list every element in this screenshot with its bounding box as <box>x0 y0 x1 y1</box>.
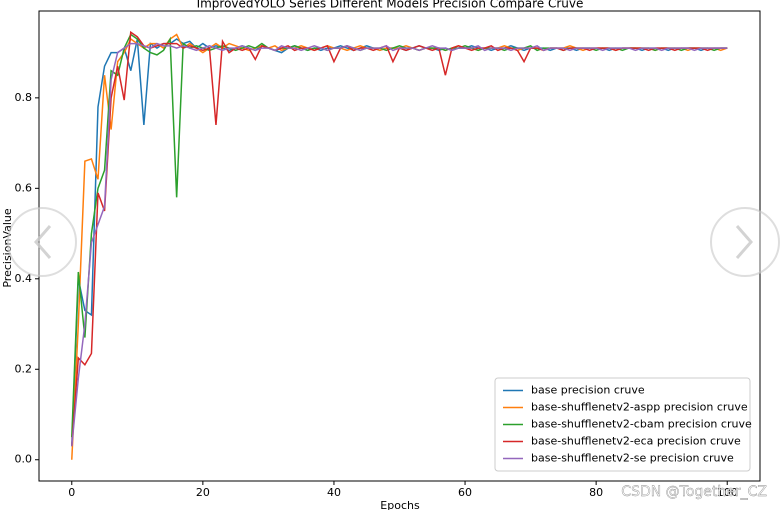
prev-arrow <box>34 225 52 259</box>
legend-label: base precision cruve <box>531 384 645 397</box>
next-button[interactable] <box>710 207 780 277</box>
carousel-prev[interactable] <box>7 207 77 277</box>
carousel-next[interactable] <box>710 207 780 277</box>
x-tick-label: 0 <box>68 486 75 499</box>
x-tick-label: 20 <box>196 486 210 499</box>
y-tick-label: 0.2 <box>15 362 33 375</box>
next-arrow <box>735 225 753 259</box>
plot-area: 0 20 40 60 80 100 0.0 0.2 0.4 0.6 0.8 base precisio… <box>15 10 761 499</box>
watermark: CSDN @Together_CZ <box>621 484 767 500</box>
x-tick-label: 80 <box>589 486 603 499</box>
x-axis-label: Epochs <box>380 499 420 510</box>
series-line <box>71 42 728 447</box>
y-tick-label: 0.4 <box>15 272 33 285</box>
legend-box <box>494 377 751 472</box>
legend-label: base-shufflenetv2-eca precision cruve <box>531 435 741 448</box>
legend-label: base-shufflenetv2-se precision cruve <box>531 452 734 465</box>
y-tick-label: 0.6 <box>15 181 33 194</box>
legend-label: base-shufflenetv2-aspp precision cruve <box>531 401 748 414</box>
x-tick-label: 60 <box>458 486 472 499</box>
series-line <box>71 33 728 438</box>
chart-title: ImprovedYOLO Series Different Models Pre… <box>197 0 584 11</box>
x-tick-label: 40 <box>327 486 341 499</box>
legend-label: base-shufflenetv2-cbam precision cruve <box>531 418 752 431</box>
x-tick-label: 100 <box>717 486 738 499</box>
y-tick-label: 0.0 <box>15 453 33 466</box>
y-tick-label: 0.8 <box>15 91 33 104</box>
legend: base precision cruve base-shufflenetv2-as… <box>494 377 752 472</box>
prev-button[interactable] <box>7 207 77 277</box>
